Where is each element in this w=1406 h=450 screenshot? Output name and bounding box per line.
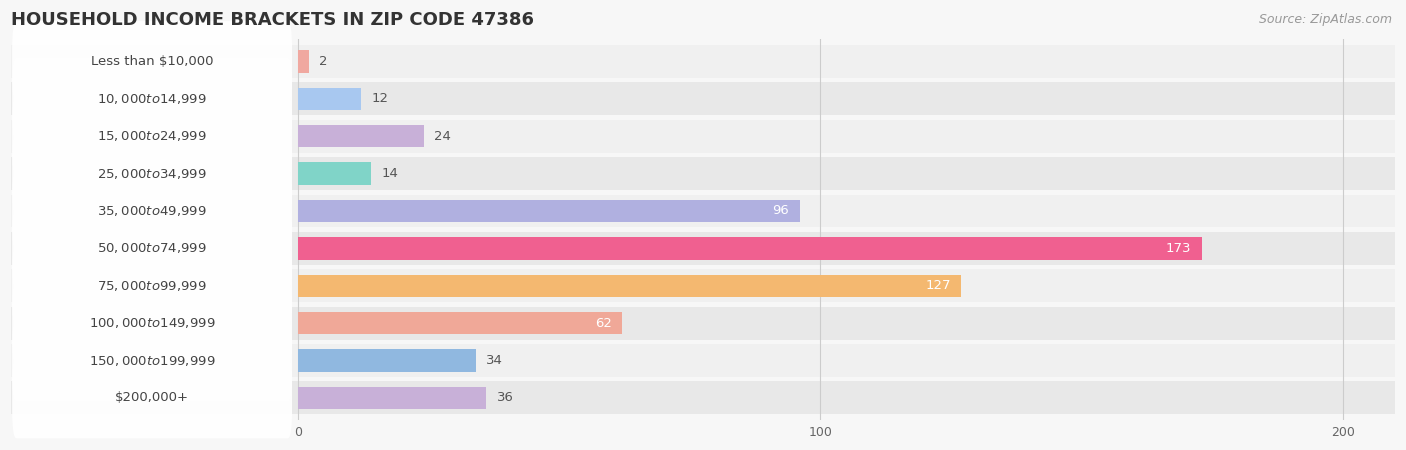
Text: HOUSEHOLD INCOME BRACKETS IN ZIP CODE 47386: HOUSEHOLD INCOME BRACKETS IN ZIP CODE 47… [11,11,534,29]
Text: $50,000 to $74,999: $50,000 to $74,999 [97,241,207,255]
FancyBboxPatch shape [13,320,292,401]
Text: 34: 34 [486,354,503,367]
Bar [298,50,309,72]
Bar [11,344,1395,377]
Text: 12: 12 [371,92,388,105]
Bar [298,237,1202,260]
Text: 96: 96 [772,204,789,217]
Bar [298,387,486,409]
FancyBboxPatch shape [13,133,292,214]
Text: 2: 2 [319,55,328,68]
Bar [11,307,1395,340]
Text: 173: 173 [1166,242,1191,255]
Text: 62: 62 [595,317,612,330]
Bar [11,120,1395,153]
Bar [298,274,962,297]
FancyBboxPatch shape [13,21,292,102]
Bar [11,45,1395,78]
Text: $15,000 to $24,999: $15,000 to $24,999 [97,129,207,143]
FancyBboxPatch shape [13,208,292,289]
FancyBboxPatch shape [13,358,292,438]
Bar [298,125,423,148]
Bar [298,88,361,110]
Bar [11,269,1395,302]
Text: $150,000 to $199,999: $150,000 to $199,999 [89,354,215,368]
Bar [298,312,621,334]
FancyBboxPatch shape [13,58,292,139]
Text: $10,000 to $14,999: $10,000 to $14,999 [97,92,207,106]
Text: $75,000 to $99,999: $75,000 to $99,999 [97,279,207,293]
Text: $200,000+: $200,000+ [115,392,188,405]
Bar [11,382,1395,414]
FancyBboxPatch shape [13,245,292,326]
Text: 24: 24 [434,130,451,143]
Bar [298,349,475,372]
Bar [298,200,800,222]
FancyBboxPatch shape [13,171,292,252]
Text: Less than $10,000: Less than $10,000 [91,55,214,68]
Bar [11,194,1395,227]
Text: 14: 14 [382,167,399,180]
FancyBboxPatch shape [13,283,292,364]
Bar [11,232,1395,265]
Text: $25,000 to $34,999: $25,000 to $34,999 [97,166,207,180]
Text: $100,000 to $149,999: $100,000 to $149,999 [89,316,215,330]
Text: Source: ZipAtlas.com: Source: ZipAtlas.com [1258,14,1392,27]
FancyBboxPatch shape [13,96,292,176]
Bar [298,162,371,185]
Bar [11,82,1395,115]
Bar [11,157,1395,190]
Text: $35,000 to $49,999: $35,000 to $49,999 [97,204,207,218]
Text: 127: 127 [925,279,950,292]
Text: 36: 36 [496,392,513,405]
